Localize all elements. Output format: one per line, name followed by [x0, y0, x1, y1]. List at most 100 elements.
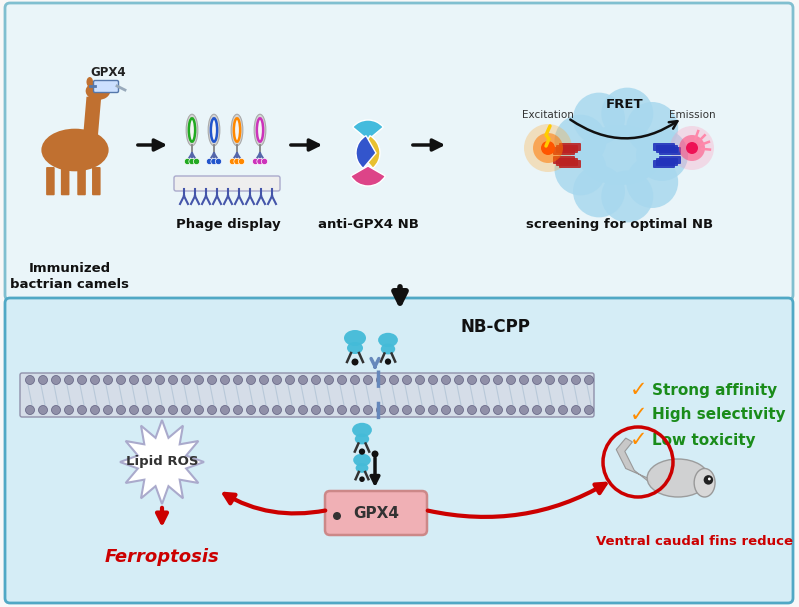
Text: Emission: Emission	[669, 110, 715, 120]
Circle shape	[442, 376, 451, 384]
Circle shape	[234, 158, 240, 164]
Ellipse shape	[234, 118, 240, 141]
Circle shape	[359, 449, 365, 455]
Circle shape	[337, 376, 347, 384]
Circle shape	[679, 135, 705, 161]
Circle shape	[519, 376, 528, 384]
Circle shape	[573, 165, 625, 217]
Text: Ferroptosis: Ferroptosis	[105, 548, 220, 566]
Circle shape	[156, 405, 165, 415]
Circle shape	[467, 376, 476, 384]
Text: Ventral caudal fins reduce: Ventral caudal fins reduce	[597, 535, 793, 548]
Circle shape	[494, 405, 503, 415]
Circle shape	[546, 376, 555, 384]
FancyBboxPatch shape	[653, 143, 675, 151]
Circle shape	[51, 376, 61, 384]
Circle shape	[78, 376, 86, 384]
Text: Immunized
bactrian camels: Immunized bactrian camels	[10, 262, 129, 291]
Circle shape	[142, 405, 152, 415]
Circle shape	[415, 405, 424, 415]
Circle shape	[364, 376, 372, 384]
Ellipse shape	[356, 463, 368, 473]
Circle shape	[156, 376, 165, 384]
Circle shape	[455, 405, 463, 415]
Text: NB-CPP: NB-CPP	[460, 318, 530, 336]
Text: GPX4: GPX4	[90, 66, 125, 78]
Circle shape	[571, 376, 581, 384]
Circle shape	[208, 376, 217, 384]
Circle shape	[169, 405, 177, 415]
FancyBboxPatch shape	[92, 167, 101, 195]
Circle shape	[312, 405, 320, 415]
Circle shape	[403, 376, 411, 384]
Circle shape	[442, 405, 451, 415]
Circle shape	[602, 87, 654, 140]
Ellipse shape	[254, 114, 266, 146]
Circle shape	[352, 359, 359, 365]
Circle shape	[532, 405, 542, 415]
FancyBboxPatch shape	[78, 167, 85, 195]
Circle shape	[324, 376, 333, 384]
Circle shape	[559, 405, 567, 415]
Circle shape	[555, 115, 606, 167]
FancyBboxPatch shape	[653, 160, 675, 168]
Text: GPX4: GPX4	[353, 506, 399, 520]
Ellipse shape	[86, 77, 93, 87]
FancyBboxPatch shape	[656, 158, 678, 166]
Circle shape	[189, 158, 195, 164]
Circle shape	[194, 405, 204, 415]
FancyBboxPatch shape	[93, 81, 118, 92]
Circle shape	[185, 158, 191, 164]
Text: Excitation: Excitation	[522, 110, 574, 120]
FancyBboxPatch shape	[61, 167, 70, 195]
Circle shape	[602, 171, 654, 222]
Circle shape	[260, 405, 268, 415]
FancyBboxPatch shape	[325, 491, 427, 535]
Circle shape	[389, 376, 399, 384]
Wedge shape	[356, 136, 376, 168]
Circle shape	[65, 405, 74, 415]
Ellipse shape	[186, 114, 198, 146]
Circle shape	[90, 405, 100, 415]
Circle shape	[216, 158, 221, 164]
Circle shape	[389, 405, 399, 415]
Circle shape	[221, 376, 229, 384]
FancyBboxPatch shape	[5, 3, 793, 300]
Circle shape	[272, 376, 281, 384]
Polygon shape	[83, 97, 101, 135]
Circle shape	[312, 376, 320, 384]
Circle shape	[524, 124, 572, 172]
Circle shape	[247, 405, 256, 415]
Ellipse shape	[231, 114, 243, 146]
Circle shape	[78, 405, 86, 415]
Circle shape	[626, 102, 678, 154]
Circle shape	[585, 376, 594, 384]
Circle shape	[372, 450, 379, 458]
Wedge shape	[352, 120, 384, 140]
Circle shape	[142, 376, 152, 384]
Circle shape	[480, 405, 490, 415]
Circle shape	[571, 405, 581, 415]
Circle shape	[233, 405, 243, 415]
Circle shape	[38, 405, 47, 415]
Ellipse shape	[647, 459, 709, 497]
Circle shape	[364, 405, 372, 415]
Ellipse shape	[42, 129, 109, 171]
Circle shape	[670, 126, 714, 170]
FancyBboxPatch shape	[559, 160, 581, 168]
Circle shape	[206, 158, 213, 164]
Circle shape	[324, 405, 333, 415]
FancyBboxPatch shape	[5, 298, 793, 603]
Ellipse shape	[355, 433, 369, 444]
Ellipse shape	[353, 453, 371, 466]
Circle shape	[385, 359, 392, 365]
FancyBboxPatch shape	[556, 145, 578, 153]
Circle shape	[636, 129, 688, 181]
Text: FRET: FRET	[606, 98, 644, 112]
Text: Low toxicity: Low toxicity	[652, 433, 756, 447]
Circle shape	[467, 405, 476, 415]
Circle shape	[480, 376, 490, 384]
Circle shape	[519, 405, 528, 415]
Text: anti-GPX4 NB: anti-GPX4 NB	[317, 218, 419, 231]
Circle shape	[285, 376, 295, 384]
